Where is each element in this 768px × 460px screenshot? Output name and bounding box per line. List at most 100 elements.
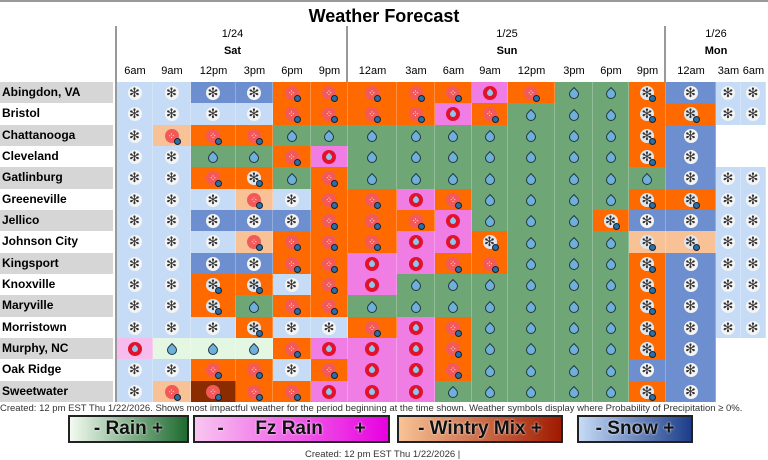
wintry-mix-icon: ⁘ (408, 85, 425, 102)
forecast-cell: ✻ (236, 252, 273, 275)
freezing-rain-icon (127, 341, 142, 356)
time-header: 9pm (636, 65, 659, 77)
forecast-cell (741, 359, 766, 382)
snowflake-icon: ✻ (164, 234, 179, 250)
forecast-cell: ⁘ (273, 252, 311, 275)
location-label: Chattanooga (0, 124, 113, 146)
rain-drop-icon (566, 257, 581, 273)
forecast-cell: ⁘ (273, 380, 311, 403)
freezing-rain-icon (408, 341, 423, 356)
forecast-cell: ✻ (666, 295, 716, 318)
time-header: 3pm (563, 65, 585, 77)
forecast-cell: ⁘ (472, 252, 508, 275)
forecast-cell: ✻ (117, 82, 153, 104)
forecast-cell (472, 82, 508, 104)
rain-drop-icon (523, 215, 539, 230)
forecast-cell (435, 209, 472, 232)
forecast-cell: ✻ (153, 103, 191, 126)
forecast-cell (472, 273, 508, 296)
forecast-cell (435, 124, 472, 147)
rain-drop-icon (284, 129, 299, 145)
snowflake-icon: ✻ (247, 255, 261, 271)
snowflake-icon: ✻ (683, 212, 698, 228)
snowflake-icon: ✻ (127, 106, 142, 122)
snowflake-icon: ✻ (683, 319, 698, 335)
rain-drop-icon (408, 129, 423, 145)
snowflake-icon: ✻ (127, 212, 142, 228)
snowflake-icon: ✻ (746, 276, 760, 292)
wintry-mix-icon: ⁘ (446, 85, 462, 102)
snow-mix-icon: ✻ (640, 256, 656, 273)
snow-mix-icon: ✻ (640, 235, 656, 252)
forecast-cell: ✻ (666, 316, 716, 339)
forecast-cell: ✻ (191, 273, 236, 296)
forecast-cell: ⁘ (508, 82, 555, 104)
forecast-cell: ✻ (741, 316, 766, 339)
forecast-cell (397, 124, 435, 147)
forecast-cell: ✻ (629, 103, 666, 126)
wintry-mix-icon: ⁘ (284, 384, 301, 401)
snowflake-icon: ✻ (322, 319, 336, 335)
forecast-cell (472, 209, 508, 232)
forecast-cell: ✻ (236, 273, 273, 296)
rain-drop-icon (603, 108, 618, 123)
forecast-cell (397, 316, 435, 339)
rain-drop-icon (482, 172, 497, 187)
wintry-mix-icon: ⁘ (322, 235, 338, 252)
snowflake-icon: ✻ (206, 84, 220, 100)
forecast-cell: ⁘ (397, 103, 435, 126)
snowflake-icon: ✻ (721, 84, 735, 100)
time-header: 6pm (281, 65, 303, 77)
forecast-cell (508, 359, 555, 382)
forecast-cell (397, 295, 435, 318)
forecast-cell: ✻ (666, 82, 716, 104)
location-label: Kingsport (0, 252, 113, 274)
forecast-cell: ⁘ (311, 231, 348, 254)
time-header: 3am (405, 65, 427, 77)
snowflake-icon: ✻ (206, 255, 220, 271)
rain-drop-icon (566, 343, 581, 358)
forecast-cell: ⁘ (273, 82, 311, 104)
snowflake-icon: ✻ (164, 298, 179, 314)
forecast-cell (555, 273, 593, 296)
wintry-mix-icon: ⁘ (164, 384, 181, 401)
forecast-cell (508, 209, 555, 232)
wintry-mix-icon: ⁘ (408, 107, 425, 124)
forecast-cell: ✻ (117, 295, 153, 318)
snowflake-icon: ✻ (721, 170, 735, 186)
snow-mix-icon: ✻ (683, 235, 700, 252)
rain-drop-icon (603, 279, 618, 294)
rain-drop-icon (603, 172, 618, 187)
snowflake-icon: ✻ (164, 362, 179, 378)
rain-drop-icon (566, 300, 581, 315)
forecast-cell: ✻ (629, 337, 666, 360)
forecast-cell (593, 316, 629, 339)
wintry-mix-icon: ⁘ (408, 213, 425, 230)
forecast-cell (741, 337, 766, 360)
forecast-cell: ✻ (593, 209, 629, 232)
forecast-cell (472, 316, 508, 339)
rain-drop-icon (523, 151, 539, 166)
location-label: Greeneville (0, 188, 113, 210)
rain-drop-icon (408, 279, 423, 294)
forecast-cell: ⁘ (435, 337, 472, 360)
rain-drop-icon (364, 172, 380, 187)
location-label: Abingdon, VA (0, 82, 113, 104)
forecast-cell: ✻ (629, 252, 666, 275)
snow-mix-icon: ✻ (640, 192, 656, 209)
wintry-mix-icon: ⁘ (365, 85, 381, 102)
snow-mix-icon: ✻ (206, 299, 222, 316)
day-name: Mon (704, 45, 728, 57)
rain-drop-icon (408, 300, 423, 315)
forecast-cell: ⁘ (236, 380, 273, 403)
forecast-cell: ✻ (716, 188, 741, 211)
time-header: 9am (479, 65, 501, 77)
rain-drop-icon (603, 385, 618, 401)
forecast-cell: ✻ (117, 124, 153, 147)
rain-drop-icon (164, 343, 179, 358)
forecast-cell (555, 209, 593, 232)
rain-drop-icon (603, 257, 618, 273)
forecast-cell: ✻ (741, 167, 766, 190)
snowflake-icon: ✻ (746, 191, 760, 207)
rain-drop-icon (523, 172, 539, 187)
